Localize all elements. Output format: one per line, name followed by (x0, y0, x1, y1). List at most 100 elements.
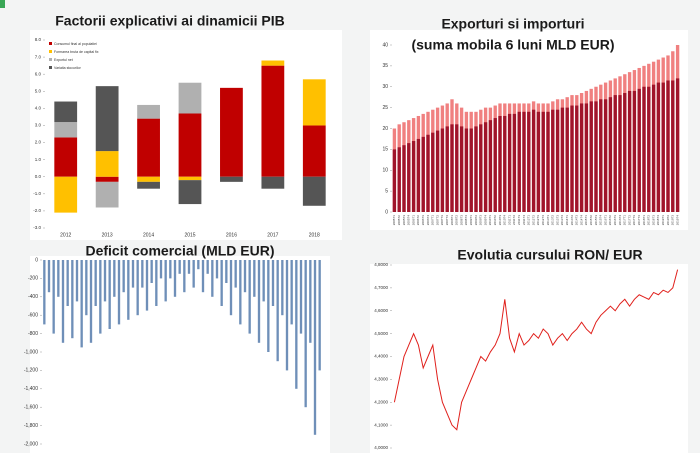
x-tick-label: 2019T2 (666, 215, 670, 226)
bar (503, 115, 507, 212)
y-tick-label: 4,0000 (374, 445, 388, 450)
x-tick-label: 2014T4 (579, 215, 583, 226)
y-tick-label: 4,8000 (374, 262, 388, 267)
bar (57, 260, 60, 297)
bar (197, 260, 200, 270)
bar (155, 260, 158, 306)
legend-swatch (49, 42, 52, 45)
legend-label: Exportul net (54, 58, 73, 62)
x-tick-label: 2012 (60, 232, 71, 238)
bar (54, 176, 78, 213)
x-tick-label: 2016 (226, 232, 237, 238)
y-tick-label: 4.0 (35, 106, 42, 111)
bar (290, 260, 293, 325)
bar (392, 149, 397, 212)
bar (192, 260, 195, 288)
chart-title: Factorii explicativi ai dinamicii PIB (55, 13, 285, 29)
bar (594, 101, 598, 212)
bar (257, 260, 261, 343)
bar (201, 260, 205, 293)
bar (440, 128, 445, 212)
bar (99, 260, 102, 334)
bar (318, 260, 321, 371)
bar (575, 105, 579, 212)
bar (173, 260, 177, 297)
x-tick-label: 2011T1 (507, 215, 511, 225)
x-tick-label: 2017T1 (623, 215, 627, 226)
y-tick-label: 4,2000 (374, 399, 388, 404)
bar (137, 176, 160, 182)
legend-swatch (49, 50, 52, 53)
y-tick-label: 0 (35, 257, 38, 263)
bar (416, 138, 421, 212)
bar (225, 260, 228, 283)
x-tick-label: 2013T2 (551, 215, 555, 226)
bar (302, 125, 326, 177)
x-tick-label: 2012T1 (527, 215, 531, 226)
y-tick-label: -600 (28, 313, 38, 319)
bar (113, 260, 116, 297)
bar (431, 132, 435, 212)
bar (169, 260, 172, 279)
y-tick-label: 4,6000 (374, 308, 388, 313)
bar (661, 82, 665, 212)
bar (95, 86, 119, 152)
bar (271, 260, 275, 306)
x-tick-label: 2008T3 (459, 215, 463, 226)
bar (618, 95, 622, 212)
x-tick-label: 2018 (309, 232, 320, 238)
y-tick-label: 4,1000 (374, 422, 388, 427)
x-tick-label: 2007T3 (440, 215, 444, 226)
bar (54, 137, 78, 177)
bar (656, 82, 661, 212)
bar (613, 95, 617, 212)
bar (483, 122, 488, 212)
x-tick-label: 2010T1 (488, 215, 492, 226)
bar (632, 90, 637, 212)
x-tick-label: 2010T4 (503, 215, 507, 226)
y-tick-label: -800 (28, 331, 38, 337)
y-tick-label: 10 (382, 168, 388, 174)
bar (407, 143, 411, 212)
x-tick-label: 2006T1 (411, 215, 415, 226)
x-tick-label: 2005T4 (407, 215, 411, 226)
x-tick-label: 2019T3 (671, 215, 675, 226)
bar (671, 80, 675, 212)
y-tick-label: -400 (28, 294, 38, 300)
bar (95, 181, 119, 208)
x-tick-label: 2016T4 (618, 215, 622, 226)
bar (555, 109, 560, 212)
bar (608, 97, 613, 212)
y-tick-label: -200 (28, 276, 38, 282)
bar (206, 260, 209, 274)
x-tick-label: 2008T1 (450, 215, 454, 226)
chart-title: Evolutia cursului RON/ EUR (457, 247, 642, 263)
bar (402, 145, 406, 212)
x-tick-label: 2006T2 (416, 215, 420, 226)
y-tick-label: 7.0 (35, 54, 42, 59)
x-tick-label: 2009T4 (483, 215, 487, 226)
bar (52, 260, 55, 334)
y-tick-label: 30 (382, 84, 388, 90)
bar (253, 260, 256, 297)
bar (137, 181, 160, 189)
bar (95, 151, 119, 177)
bar (220, 87, 243, 177)
x-tick-label: 2005T3 (402, 215, 406, 226)
bar (89, 260, 93, 343)
y-tick-label: -1,800 (24, 423, 38, 429)
x-tick-label: 2006T4 (426, 215, 430, 226)
x-tick-label: 2011T2 (512, 215, 516, 225)
bar (474, 126, 478, 212)
x-tick-label: 2016T1 (603, 215, 607, 226)
bar (469, 128, 473, 212)
bar (94, 260, 97, 306)
bar (603, 99, 608, 212)
bar (579, 103, 584, 212)
y-tick-label: 8.0 (35, 37, 42, 42)
bar (54, 122, 78, 138)
y-tick-label: 1.0 (35, 157, 42, 162)
y-tick-label: 4,7000 (374, 285, 388, 290)
bar (215, 260, 219, 279)
bar (183, 260, 186, 293)
